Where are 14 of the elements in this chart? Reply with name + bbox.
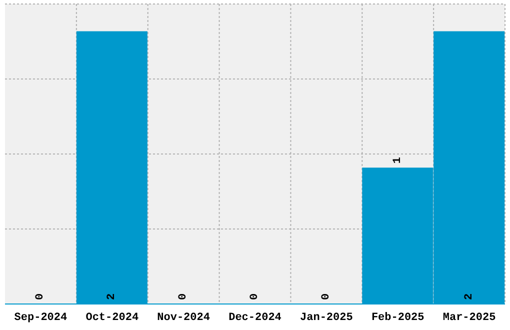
x-tick-label: Jan-2025 bbox=[300, 312, 354, 324]
x-tick-label: Sep-2024 bbox=[14, 312, 68, 324]
data-label: 2 bbox=[463, 293, 476, 300]
data-label: 0 bbox=[249, 293, 261, 300]
x-tick-label: Mar-2025 bbox=[442, 312, 496, 324]
x-tick-label: Feb-2025 bbox=[371, 312, 425, 324]
data-label: 0 bbox=[178, 293, 190, 300]
data-label: 0 bbox=[320, 293, 332, 300]
data-label: 2 bbox=[106, 293, 118, 300]
x-tick-label: Oct-2024 bbox=[86, 312, 139, 324]
data-label: 0 bbox=[34, 293, 47, 300]
x-tick-label: Dec-2024 bbox=[228, 312, 282, 324]
x-tick-label: Nov-2024 bbox=[157, 312, 210, 324]
data-label: 1 bbox=[392, 156, 404, 164]
